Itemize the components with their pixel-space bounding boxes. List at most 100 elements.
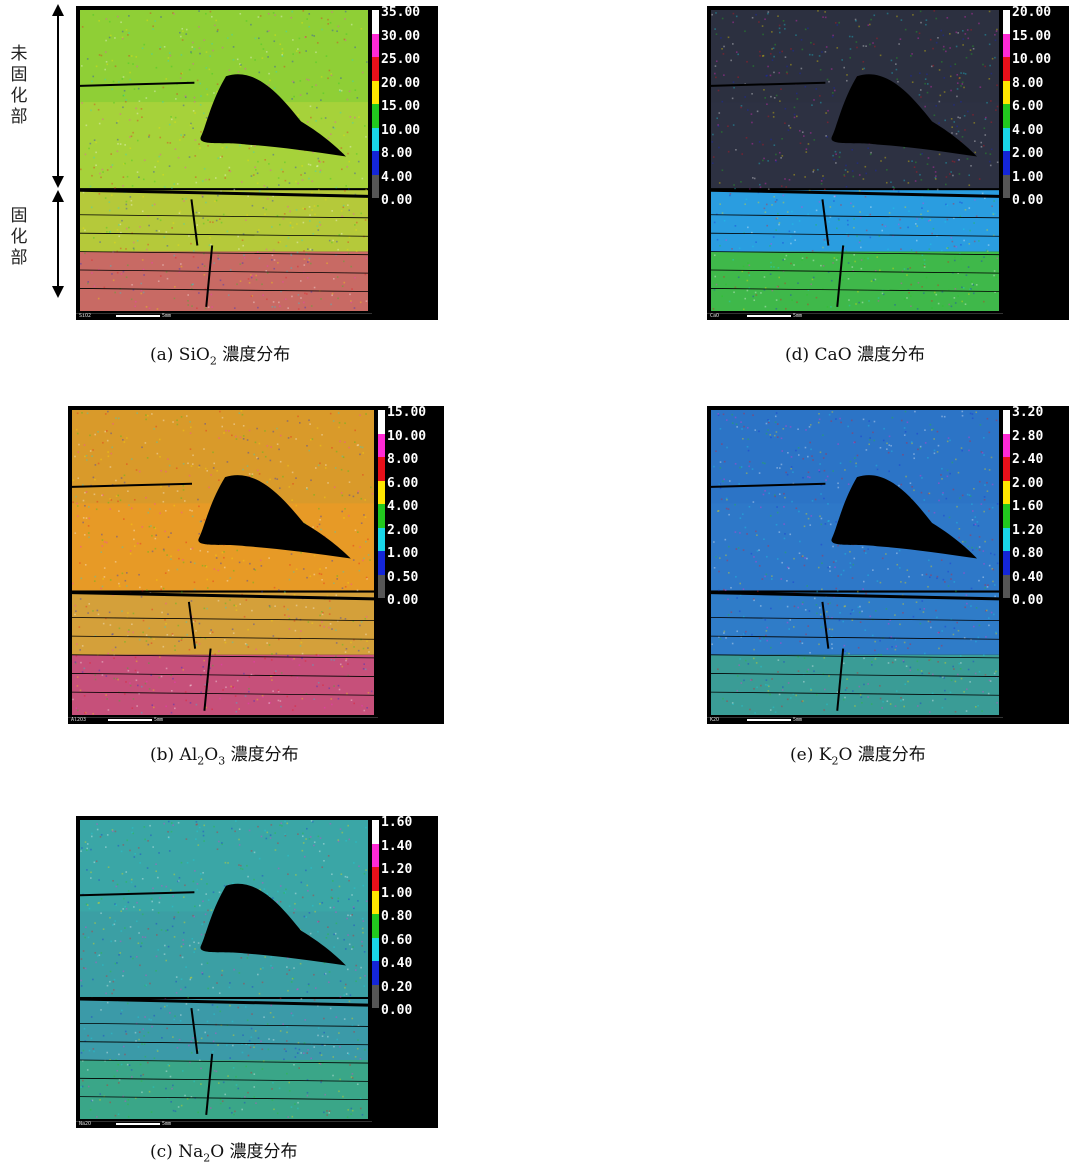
legend-value: 2.40 [1012, 452, 1044, 467]
uncured-zone-label: 未固化部 [10, 44, 28, 127]
legend-value: 1.40 [381, 838, 413, 854]
scale-line [747, 315, 791, 317]
legend-swatch [1003, 127, 1010, 151]
uncured-zone-arrow [52, 4, 64, 298]
legend-value: 0.00 [1012, 593, 1044, 608]
legend-swatch [378, 574, 385, 598]
legend-value: 20.00 [1012, 5, 1052, 20]
legend-value: 25.00 [381, 52, 421, 67]
map-label: CaO [710, 313, 720, 319]
legend-value: 1.60 [381, 815, 413, 830]
legend-swatch [372, 984, 379, 1008]
legend-value: 30.00 [381, 28, 421, 44]
map-label: SiO2 [79, 313, 92, 319]
scale-text: 5mm [793, 717, 803, 723]
scale-line [108, 719, 152, 721]
caption-c: (c) Na2O 濃度分布 [150, 1142, 298, 1165]
legend-swatch [1003, 551, 1010, 575]
legend-swatch [372, 33, 379, 57]
legend-value: 10.00 [387, 428, 427, 444]
legend-swatch [1003, 504, 1010, 528]
legend-value: 1.20 [381, 862, 413, 877]
legend-value: 1.00 [1012, 169, 1044, 185]
legend-swatch [1003, 527, 1010, 551]
legend-swatch [1003, 57, 1010, 81]
legend-value: 0.60 [381, 932, 413, 948]
scale-bar: SiO2 5mm [76, 313, 372, 320]
caption-a: (a) SiO2 濃度分布 [150, 345, 291, 368]
map-label: Na2O [79, 1121, 92, 1127]
scale-line [747, 719, 791, 721]
legend-swatch [1003, 457, 1010, 481]
legend-value: 0.00 [381, 1003, 413, 1018]
scale-line [116, 1123, 160, 1125]
legend-value: 6.00 [387, 475, 419, 491]
legend-swatch [1003, 10, 1010, 34]
legend-swatch [372, 104, 379, 128]
legend-swatch [378, 457, 385, 481]
scale-bar: CaO 5mm [707, 313, 1003, 320]
legend-value: 0.50 [387, 569, 419, 585]
legend-swatch [372, 151, 379, 175]
element-map-a: SiO2 5mm [76, 6, 372, 320]
legend-swatch [1003, 33, 1010, 57]
panel-e: K2O 5mm 3.20 2.80 2.40 2.00 1.60 1.20 0.80 0.40 0.… [707, 406, 1069, 724]
color-legend-c: 1.60 1.40 1.20 1.00 0.80 0.60 0.40 0.20 0.00 [372, 816, 438, 1128]
panel-a: SiO2 5mm 35.00 30.00 25.00 20.00 15.00 10.00 8.0… [76, 6, 438, 320]
scale-text: 5mm [154, 717, 164, 723]
legend-swatch [372, 57, 379, 81]
element-map-d: CaO 5mm [707, 6, 1003, 320]
scale-text: 5mm [162, 1121, 172, 1127]
legend-value: 15.00 [1012, 28, 1052, 44]
legend-swatch [378, 410, 385, 434]
legend-swatch [1003, 80, 1010, 104]
legend-value: 0.00 [381, 193, 413, 208]
legend-value: 3.20 [1012, 405, 1044, 420]
scale-line [116, 315, 160, 317]
legend-swatch [372, 80, 379, 104]
caption-b: (b) Al2O3 濃度分布 [150, 745, 299, 768]
legend-swatch [372, 961, 379, 985]
legend-value: 0.20 [381, 979, 413, 995]
legend-value: 0.80 [381, 909, 413, 924]
legend-swatch [378, 551, 385, 575]
scale-text: 5mm [793, 313, 803, 319]
element-map-e: K2O 5mm [707, 406, 1003, 724]
legend-swatch [372, 914, 379, 938]
legend-swatch [372, 10, 379, 34]
color-legend-e: 3.20 2.80 2.40 2.00 1.60 1.20 0.80 0.40 0.00 [1003, 406, 1069, 724]
legend-value: 8.00 [381, 146, 413, 161]
scale-text: 5mm [162, 313, 172, 319]
legend-value: 4.00 [1012, 122, 1044, 138]
legend-swatch [378, 504, 385, 528]
scale-bar: Al2O3 5mm [68, 717, 378, 724]
legend-value: 8.00 [1012, 75, 1044, 91]
legend-value: 4.00 [387, 499, 419, 514]
caption-e: (e) K2O 濃度分布 [790, 745, 926, 768]
legend-value: 15.00 [387, 405, 427, 420]
legend-swatch [1003, 174, 1010, 198]
legend-swatch [378, 433, 385, 457]
legend-swatch [372, 937, 379, 961]
legend-value: 2.80 [1012, 428, 1044, 444]
panel-b: Al2O3 5mm 15.00 10.00 8.00 6.00 4.00 2.00 1.00 0.… [68, 406, 444, 724]
color-legend-d: 20.00 15.00 10.00 8.00 6.00 4.00 2.00 1.00 0.00 [1003, 6, 1069, 320]
legend-value: 10.00 [381, 122, 421, 138]
legend-swatch [372, 890, 379, 914]
legend-swatch [1003, 104, 1010, 128]
legend-swatch [1003, 151, 1010, 175]
legend-value: 2.00 [1012, 146, 1044, 161]
cured-zone-label: 固化部 [10, 206, 28, 268]
panel-d: CaO 5mm 20.00 15.00 10.00 8.00 6.00 4.00 2.00 1.0… [707, 6, 1069, 320]
element-map-c: Na2O 5mm [76, 816, 372, 1128]
color-legend-b: 15.00 10.00 8.00 6.00 4.00 2.00 1.00 0.50 0.00 [378, 406, 444, 724]
legend-value: 1.00 [381, 885, 413, 901]
legend-swatch [372, 174, 379, 198]
legend-value: 0.40 [381, 956, 413, 971]
legend-value: 8.00 [387, 452, 419, 467]
legend-value: 2.00 [1012, 475, 1044, 491]
legend-value: 0.80 [1012, 546, 1044, 561]
scale-bar: K2O 5mm [707, 717, 1003, 724]
element-map-b: Al2O3 5mm [68, 406, 378, 724]
legend-swatch [378, 480, 385, 504]
